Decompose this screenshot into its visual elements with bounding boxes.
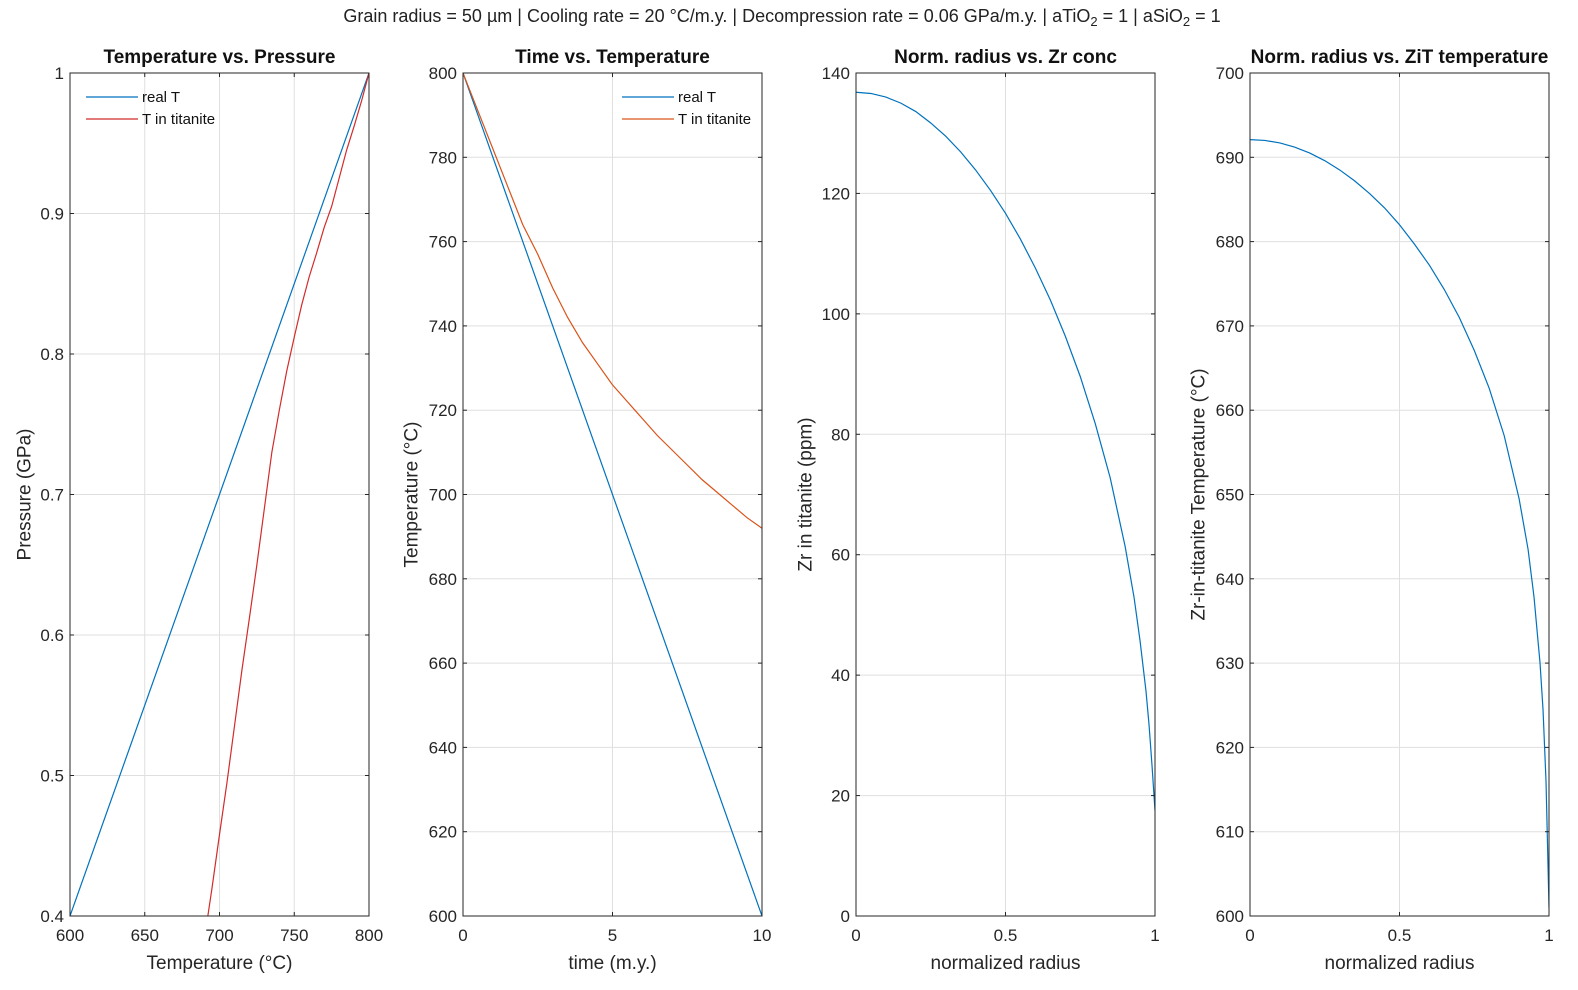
y-tick-label: 600 <box>1216 907 1244 926</box>
y-tick-label: 1 <box>55 64 64 83</box>
y-tick-label: 620 <box>1216 738 1244 757</box>
axes-title: Time vs. Temperature <box>515 47 710 68</box>
series-line-t-in-titanite <box>207 73 369 916</box>
legend: real T T in titanite <box>86 89 215 128</box>
y-axis-label: Temperature (°C) <box>402 422 423 568</box>
y-tick-label: 670 <box>1216 317 1244 336</box>
y-axis-label: Zr-in-titanite Temperature (°C) <box>1189 368 1210 620</box>
y-tick-label: 610 <box>1216 823 1244 842</box>
x-axis-label: normalized radius <box>931 953 1081 974</box>
x-tick-label: 1 <box>1150 926 1159 945</box>
suptitle-subscript: 2 <box>1183 14 1190 29</box>
x-tick-label: 600 <box>56 926 84 945</box>
x-tick-label: 1 <box>1544 926 1553 945</box>
y-tick-label: 140 <box>822 64 850 83</box>
y-tick-label: 700 <box>429 486 457 505</box>
y-tick-label: 660 <box>1216 401 1244 420</box>
x-tick-label: 800 <box>355 926 383 945</box>
x-tick-label: 5 <box>608 926 617 945</box>
y-tick-label: 0.9 <box>40 205 64 224</box>
legend: real T T in titanite <box>622 89 751 128</box>
y-tick-label: 0.8 <box>40 345 64 364</box>
axes-3: 0 0.5 1 0 20 40 60 80 100 120 140 Norm. radius vs. … <box>796 47 1160 974</box>
x-tick-label: 0.5 <box>1388 926 1412 945</box>
y-tick-label: 40 <box>831 666 850 685</box>
legend-entry: real T <box>142 89 180 106</box>
x-tick-label: 750 <box>280 926 308 945</box>
series-line-real-t <box>70 73 369 916</box>
y-tick-label: 680 <box>1216 233 1244 252</box>
y-tick-label: 630 <box>1216 654 1244 673</box>
y-tick-label: 20 <box>831 787 850 806</box>
x-tick-label: 0 <box>851 926 860 945</box>
x-tick-label: 0 <box>458 926 467 945</box>
axes-4: 0 0.5 1 600 610 620 630 640 650 660 670 680 690 700 No… <box>1189 47 1554 974</box>
axes-2: 0 5 10 600 620 640 660 680 700 720 740 760 780 800 Tim… <box>402 47 772 974</box>
suptitle-text: Grain radius = 50 µm | Cooling rate = 20… <box>343 6 1090 26</box>
y-tick-label: 0.6 <box>40 626 64 645</box>
y-tick-label: 760 <box>429 233 457 252</box>
series-line-1 <box>1250 139 1549 908</box>
y-tick-label: 600 <box>429 907 457 926</box>
y-tick-label: 650 <box>1216 486 1244 505</box>
series-line-t-in-titanite <box>463 73 762 529</box>
y-tick-label: 700 <box>1216 64 1244 83</box>
x-axis-label: Temperature (°C) <box>147 953 293 974</box>
series-line-1 <box>856 91 1155 811</box>
figure-suptitle: Grain radius = 50 µm | Cooling rate = 20… <box>343 6 1220 29</box>
suptitle-text: = 1 | aSiO <box>1098 6 1183 26</box>
axes-title: Norm. radius vs. ZiT temperature <box>1251 47 1549 68</box>
x-tick-label: 0 <box>1245 926 1254 945</box>
y-tick-label: 740 <box>429 317 457 336</box>
y-axis-label: Pressure (GPa) <box>15 429 36 561</box>
y-tick-label: 800 <box>429 64 457 83</box>
y-tick-label: 640 <box>429 738 457 757</box>
y-tick-label: 780 <box>429 148 457 167</box>
legend-entry: T in titanite <box>142 111 215 128</box>
x-tick-label: 0.5 <box>994 926 1018 945</box>
y-tick-label: 120 <box>822 184 850 203</box>
y-tick-label: 620 <box>429 823 457 842</box>
y-tick-label: 0 <box>841 907 850 926</box>
suptitle-subscript: 2 <box>1090 14 1097 29</box>
y-tick-label: 720 <box>429 401 457 420</box>
y-tick-label: 80 <box>831 425 850 444</box>
x-tick-label: 700 <box>205 926 233 945</box>
axes-title: Temperature vs. Pressure <box>104 47 336 68</box>
y-tick-label: 60 <box>831 546 850 565</box>
y-tick-label: 0.4 <box>40 907 64 926</box>
x-axis-label: time (m.y.) <box>568 953 656 974</box>
legend-entry: real T <box>678 89 716 106</box>
y-tick-label: 0.5 <box>40 767 64 786</box>
y-tick-label: 640 <box>1216 570 1244 589</box>
x-tick-label: 650 <box>131 926 159 945</box>
suptitle-text: = 1 <box>1190 6 1221 26</box>
legend-entry: T in titanite <box>678 111 751 128</box>
series-line-real-t <box>463 73 762 916</box>
x-axis-label: normalized radius <box>1325 953 1475 974</box>
y-tick-label: 680 <box>429 570 457 589</box>
y-tick-label: 0.7 <box>40 486 64 505</box>
y-tick-label: 100 <box>822 305 850 324</box>
axes-1: 600 650 700 750 800 0.4 0.5 0.6 0.7 0.8 0.9 1 Temper… <box>15 47 384 974</box>
y-axis-label: Zr in titanite (ppm) <box>796 417 817 571</box>
y-tick-label: 690 <box>1216 148 1244 167</box>
axes-title: Norm. radius vs. Zr conc <box>894 47 1117 68</box>
x-tick-label: 10 <box>753 926 772 945</box>
y-tick-label: 660 <box>429 654 457 673</box>
axes-root: 600 650 700 750 8000.40.50.60.70.80.91Temper… <box>15 47 1554 974</box>
